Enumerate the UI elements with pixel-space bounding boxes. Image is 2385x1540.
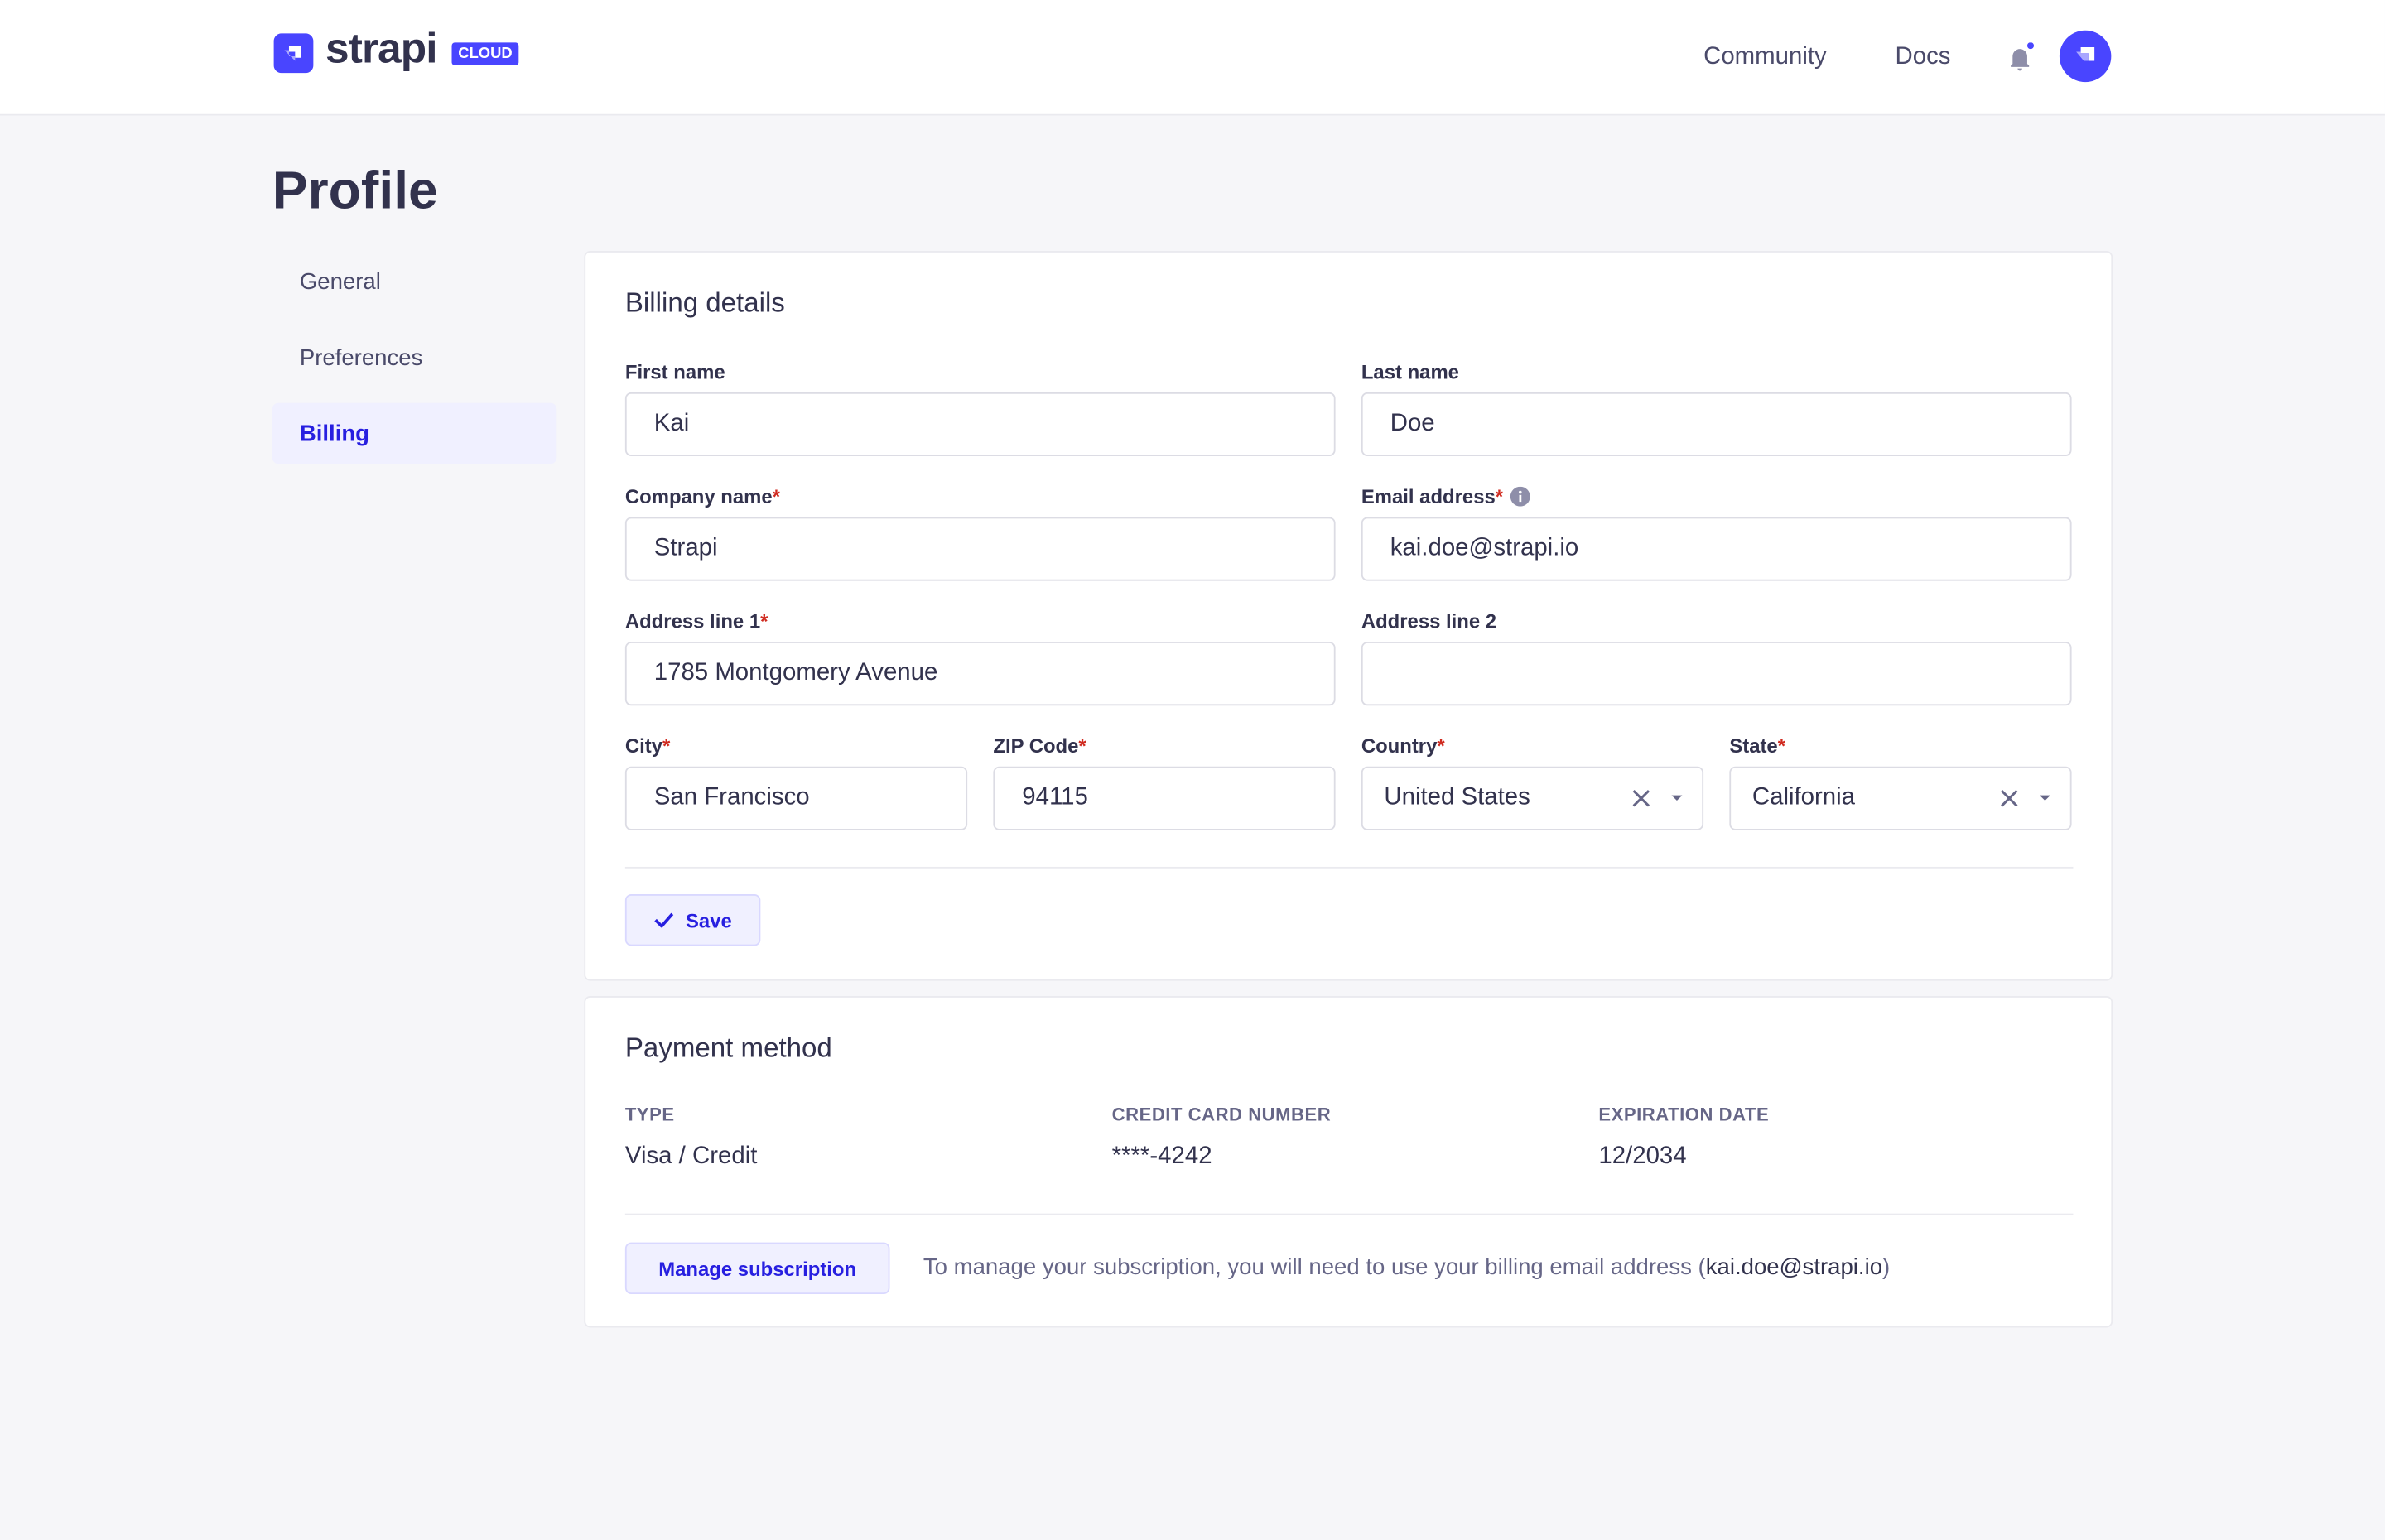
state-label: State* [1729, 734, 1786, 758]
expiration-header: EXPIRATION DATE [1598, 1104, 1770, 1126]
notifications-bell-icon[interactable] [2005, 42, 2038, 84]
payment-method-card: Payment method TYPE Visa / Credit CREDIT… [584, 996, 2113, 1328]
type-value: Visa / Credit [624, 1143, 758, 1170]
page-title: Profile [272, 161, 438, 221]
zip-code-input[interactable]: 94115 [993, 766, 1336, 830]
docs-link[interactable]: Docs [1895, 44, 1951, 70]
divider [624, 1213, 2074, 1215]
country-select[interactable]: United States [1361, 766, 1704, 830]
address-line-2-label: Address line 2 [1361, 609, 1497, 633]
expiration-value: 12/2034 [1598, 1143, 1687, 1170]
chevron-down-icon[interactable] [1670, 794, 1684, 803]
sidebar-item-preferences[interactable]: Preferences [299, 344, 423, 371]
company-name-input[interactable]: Strapi [624, 517, 1336, 581]
card-number-value: ****-4242 [1111, 1143, 1212, 1170]
state-value: California [1751, 784, 1856, 811]
sidebar-item-general[interactable]: General [299, 268, 381, 295]
info-icon[interactable] [1510, 486, 1531, 507]
user-avatar[interactable] [2059, 30, 2112, 83]
address-line-2-input[interactable] [1361, 642, 2072, 706]
type-header: TYPE [624, 1104, 675, 1126]
country-label: Country* [1361, 734, 1445, 758]
brand-name: strapi [325, 24, 437, 72]
state-select[interactable]: California [1729, 766, 2072, 830]
company-name-label: Company name* [624, 484, 780, 508]
sidebar-item-billing[interactable]: Billing [272, 402, 557, 464]
address-line-1-input[interactable]: 1785 Montgomery Avenue [624, 642, 1336, 706]
strapi-logo-icon [273, 33, 314, 74]
billing-details-card: Billing details First name Kai Last name… [584, 251, 2113, 981]
subscription-note: To manage your subscription, you will ne… [923, 1254, 1891, 1281]
city-input[interactable]: San Francisco [624, 766, 968, 830]
zip-code-label: ZIP Code* [993, 734, 1086, 758]
email-input[interactable]: kai.doe@strapi.io [1361, 517, 2072, 581]
community-link[interactable]: Community [1703, 44, 1827, 70]
clear-icon[interactable] [1998, 787, 2020, 809]
cloud-badge: CLOUD [451, 41, 518, 65]
last-name-input[interactable]: Doe [1361, 392, 2072, 457]
strapi-cloud-logo[interactable]: strapi CLOUD [273, 26, 518, 74]
clear-icon[interactable] [1631, 787, 1652, 809]
divider [624, 866, 2074, 869]
last-name-label: Last name [1361, 360, 1459, 383]
city-label: City* [624, 734, 671, 758]
first-name-label: First name [624, 360, 725, 383]
chevron-down-icon[interactable] [2038, 794, 2052, 803]
card-number-header: CREDIT CARD NUMBER [1111, 1104, 1332, 1126]
check-icon [653, 912, 673, 928]
first-name-input[interactable]: Kai [624, 392, 1336, 457]
email-label: Email address* [1361, 485, 1531, 508]
save-button[interactable]: Save [624, 893, 761, 946]
top-bar: strapi CLOUD Community Docs [0, 0, 2385, 116]
manage-subscription-button[interactable]: Manage subscription [624, 1242, 890, 1295]
address-line-1-label: Address line 1* [624, 609, 768, 633]
billing-details-title: Billing details [624, 287, 785, 318]
country-value: United States [1384, 784, 1530, 811]
payment-method-title: Payment method [624, 1032, 832, 1063]
